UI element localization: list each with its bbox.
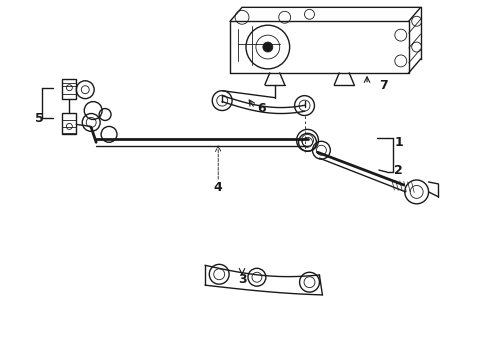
Text: 2: 2 [394,163,403,176]
Text: 1: 1 [394,136,403,149]
Text: 5: 5 [35,112,44,125]
Text: 6: 6 [258,102,266,115]
Circle shape [263,42,273,52]
Text: 3: 3 [238,273,246,286]
Text: 7: 7 [380,79,388,92]
Text: 4: 4 [214,181,222,194]
Bar [62,113,76,134]
Bar [62,79,76,99]
